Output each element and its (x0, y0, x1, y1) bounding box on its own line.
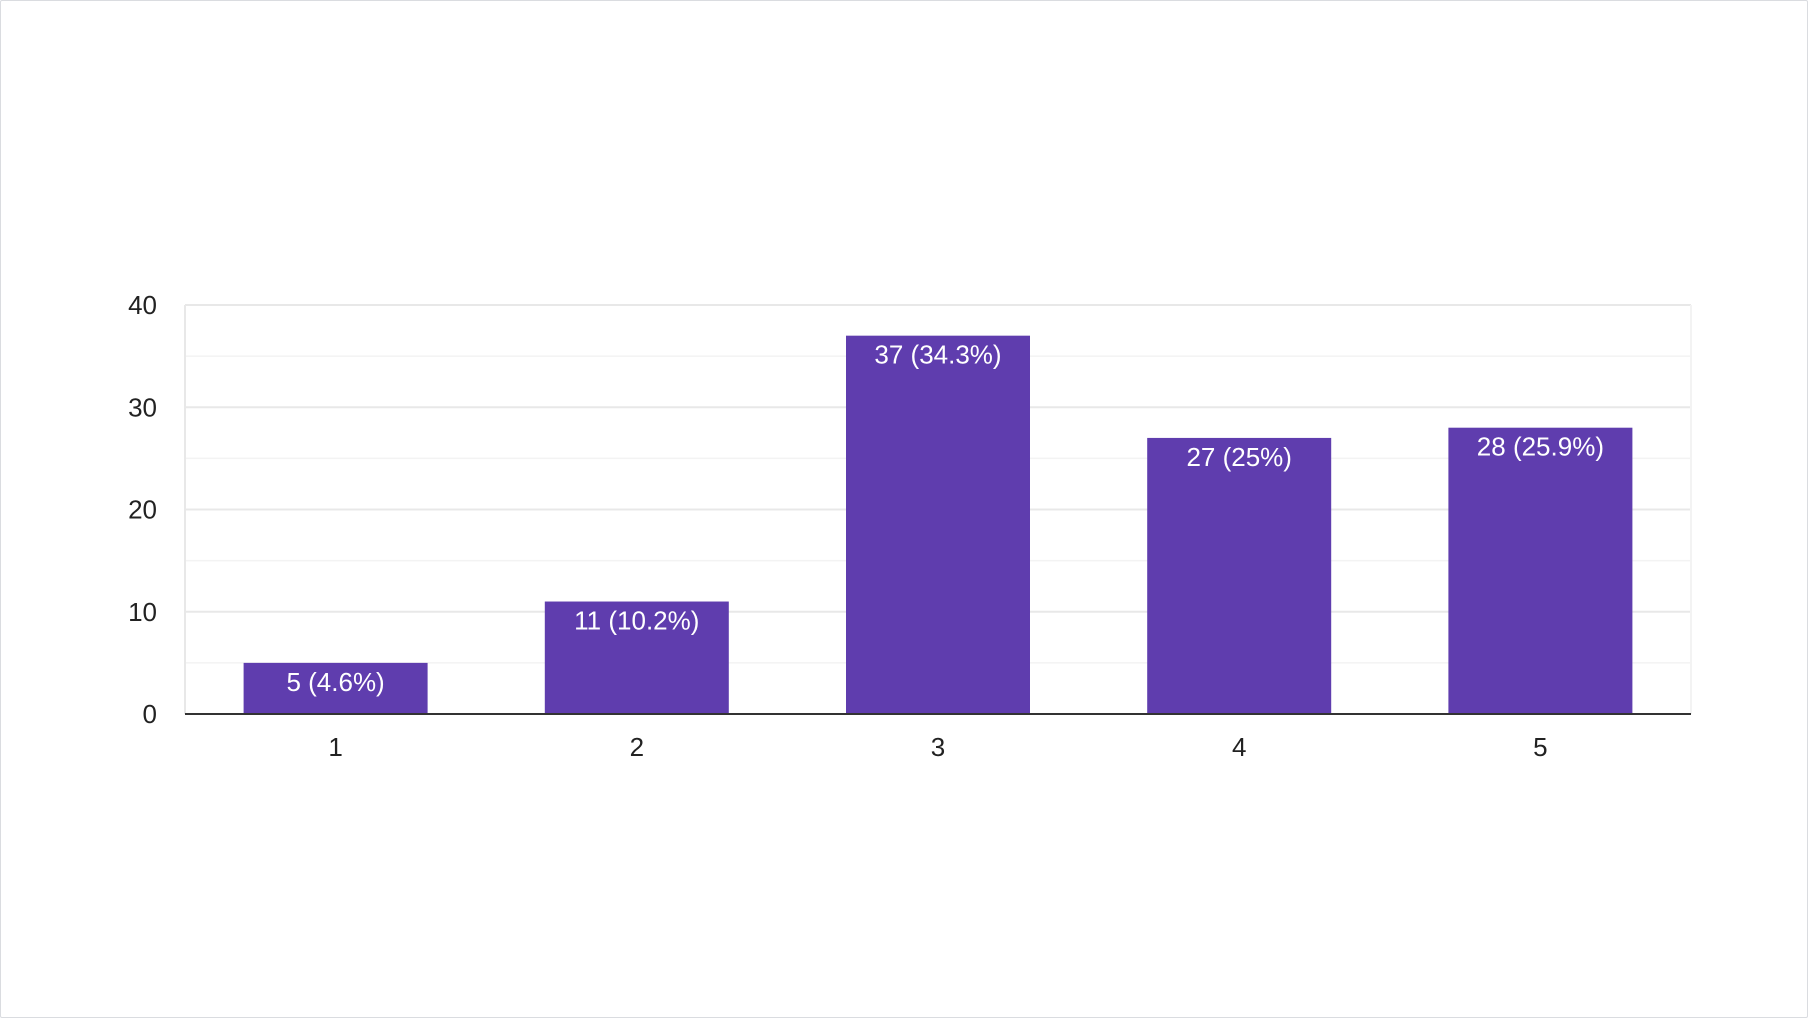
data-labels: 5 (4.6%) 11 (10.2%) 37 (34.3%) 27 (25%) 28 (… (286, 340, 1604, 697)
x-axis-ticks: 1 2 3 4 5 (328, 732, 1547, 762)
bars (243, 335, 1633, 714)
data-label-5: 28 (25.9%) (1477, 432, 1604, 462)
y-tick-label: 10 (128, 597, 157, 627)
bar-3 (846, 335, 1030, 714)
data-label-2: 11 (10.2%) (574, 606, 699, 636)
bar-5 (1448, 427, 1633, 714)
bar-2 (544, 601, 729, 714)
y-tick-label: 30 (128, 392, 157, 422)
x-tick-label: 5 (1533, 732, 1547, 762)
bar-4 (1147, 437, 1332, 714)
x-tick-label: 3 (931, 732, 945, 762)
data-label-4: 27 (25%) (1186, 442, 1292, 472)
x-tick-label: 2 (630, 732, 644, 762)
y-tick-label: 20 (128, 495, 157, 525)
x-tick-label: 1 (328, 732, 342, 762)
y-axis-ticks: 0 10 20 30 40 (128, 290, 157, 729)
y-tick-label: 40 (128, 290, 157, 320)
data-label-3: 37 (34.3%) (874, 340, 1001, 370)
data-label-1: 5 (4.6%) (286, 667, 384, 697)
bar-1 (243, 662, 428, 714)
y-tick-label: 0 (143, 699, 157, 729)
x-tick-label: 4 (1232, 732, 1246, 762)
